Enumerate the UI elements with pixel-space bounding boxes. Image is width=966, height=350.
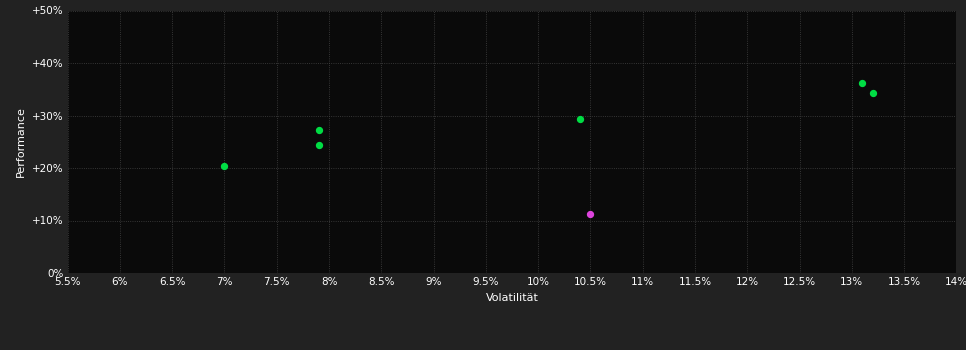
Point bbox=[311, 127, 327, 133]
X-axis label: Volatilität: Volatilität bbox=[486, 293, 538, 303]
Point bbox=[311, 142, 327, 148]
Point bbox=[216, 163, 232, 169]
Y-axis label: Performance: Performance bbox=[16, 106, 26, 177]
Point bbox=[855, 80, 870, 86]
Point bbox=[865, 91, 880, 96]
Point bbox=[572, 116, 587, 122]
Point bbox=[582, 211, 598, 216]
